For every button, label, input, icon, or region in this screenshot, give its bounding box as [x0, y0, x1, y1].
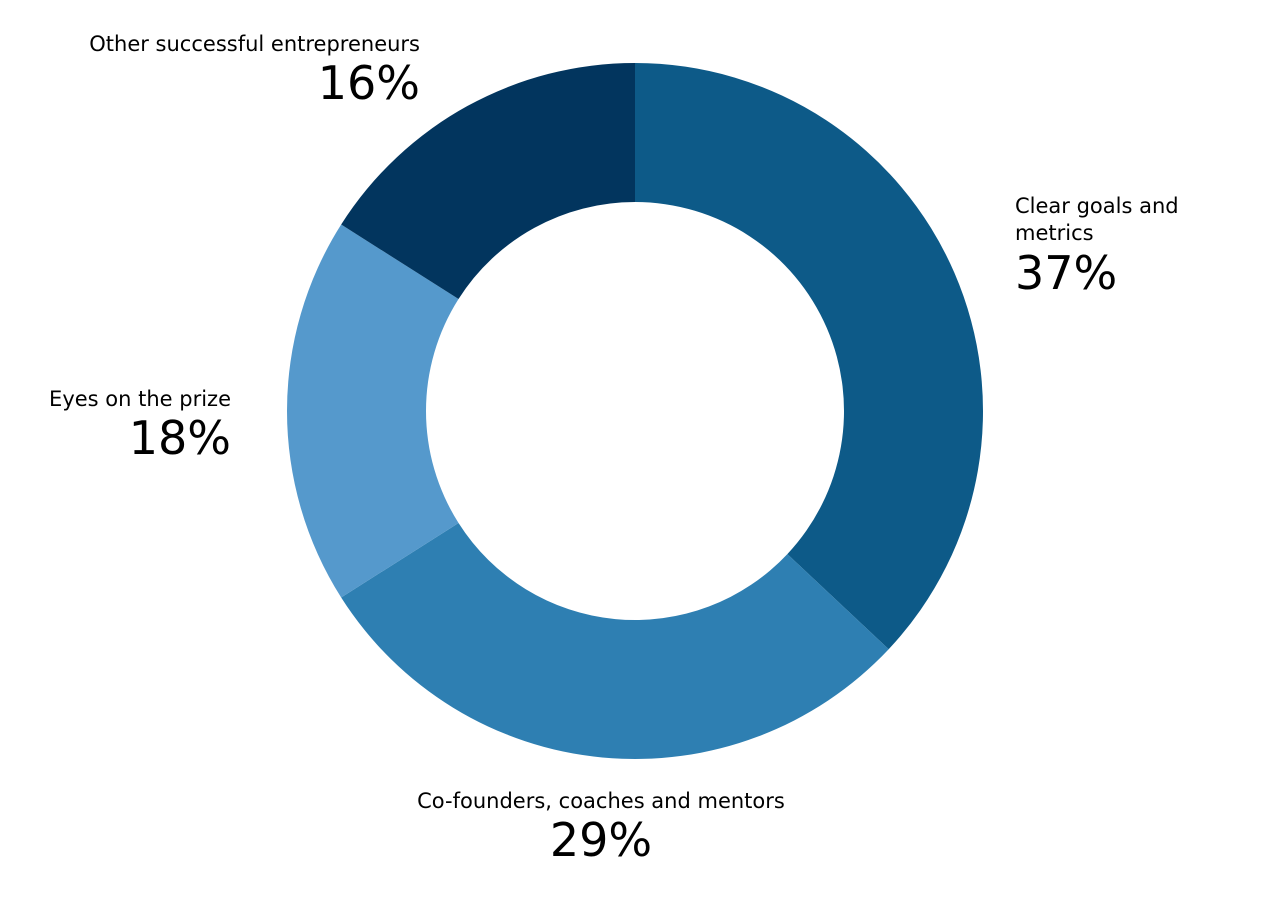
donut-slice: [341, 522, 889, 760]
slice-label: Co-founders, coaches and mentors 29%: [381, 788, 821, 866]
value-label: 29%: [549, 813, 653, 868]
value-label: 37%: [1015, 245, 1118, 300]
donut-slice: [635, 63, 983, 650]
value-label: 18%: [128, 411, 231, 466]
category-label: Eyes on the prize: [49, 387, 231, 411]
value-label: 16%: [317, 56, 420, 111]
slice-label: Clear goals and metrics 37%: [1015, 193, 1215, 298]
category-label: Other successful entrepreneurs: [89, 32, 420, 56]
donut-slice: [287, 224, 459, 598]
category-label: Clear goals and metrics: [1015, 194, 1179, 246]
category-label: Co-founders, coaches and mentors: [417, 789, 785, 813]
slice-label: Eyes on the prize 18%: [0, 386, 231, 464]
donut-slice: [341, 63, 635, 300]
slice-label: Other successful entrepreneurs 16%: [20, 31, 420, 109]
